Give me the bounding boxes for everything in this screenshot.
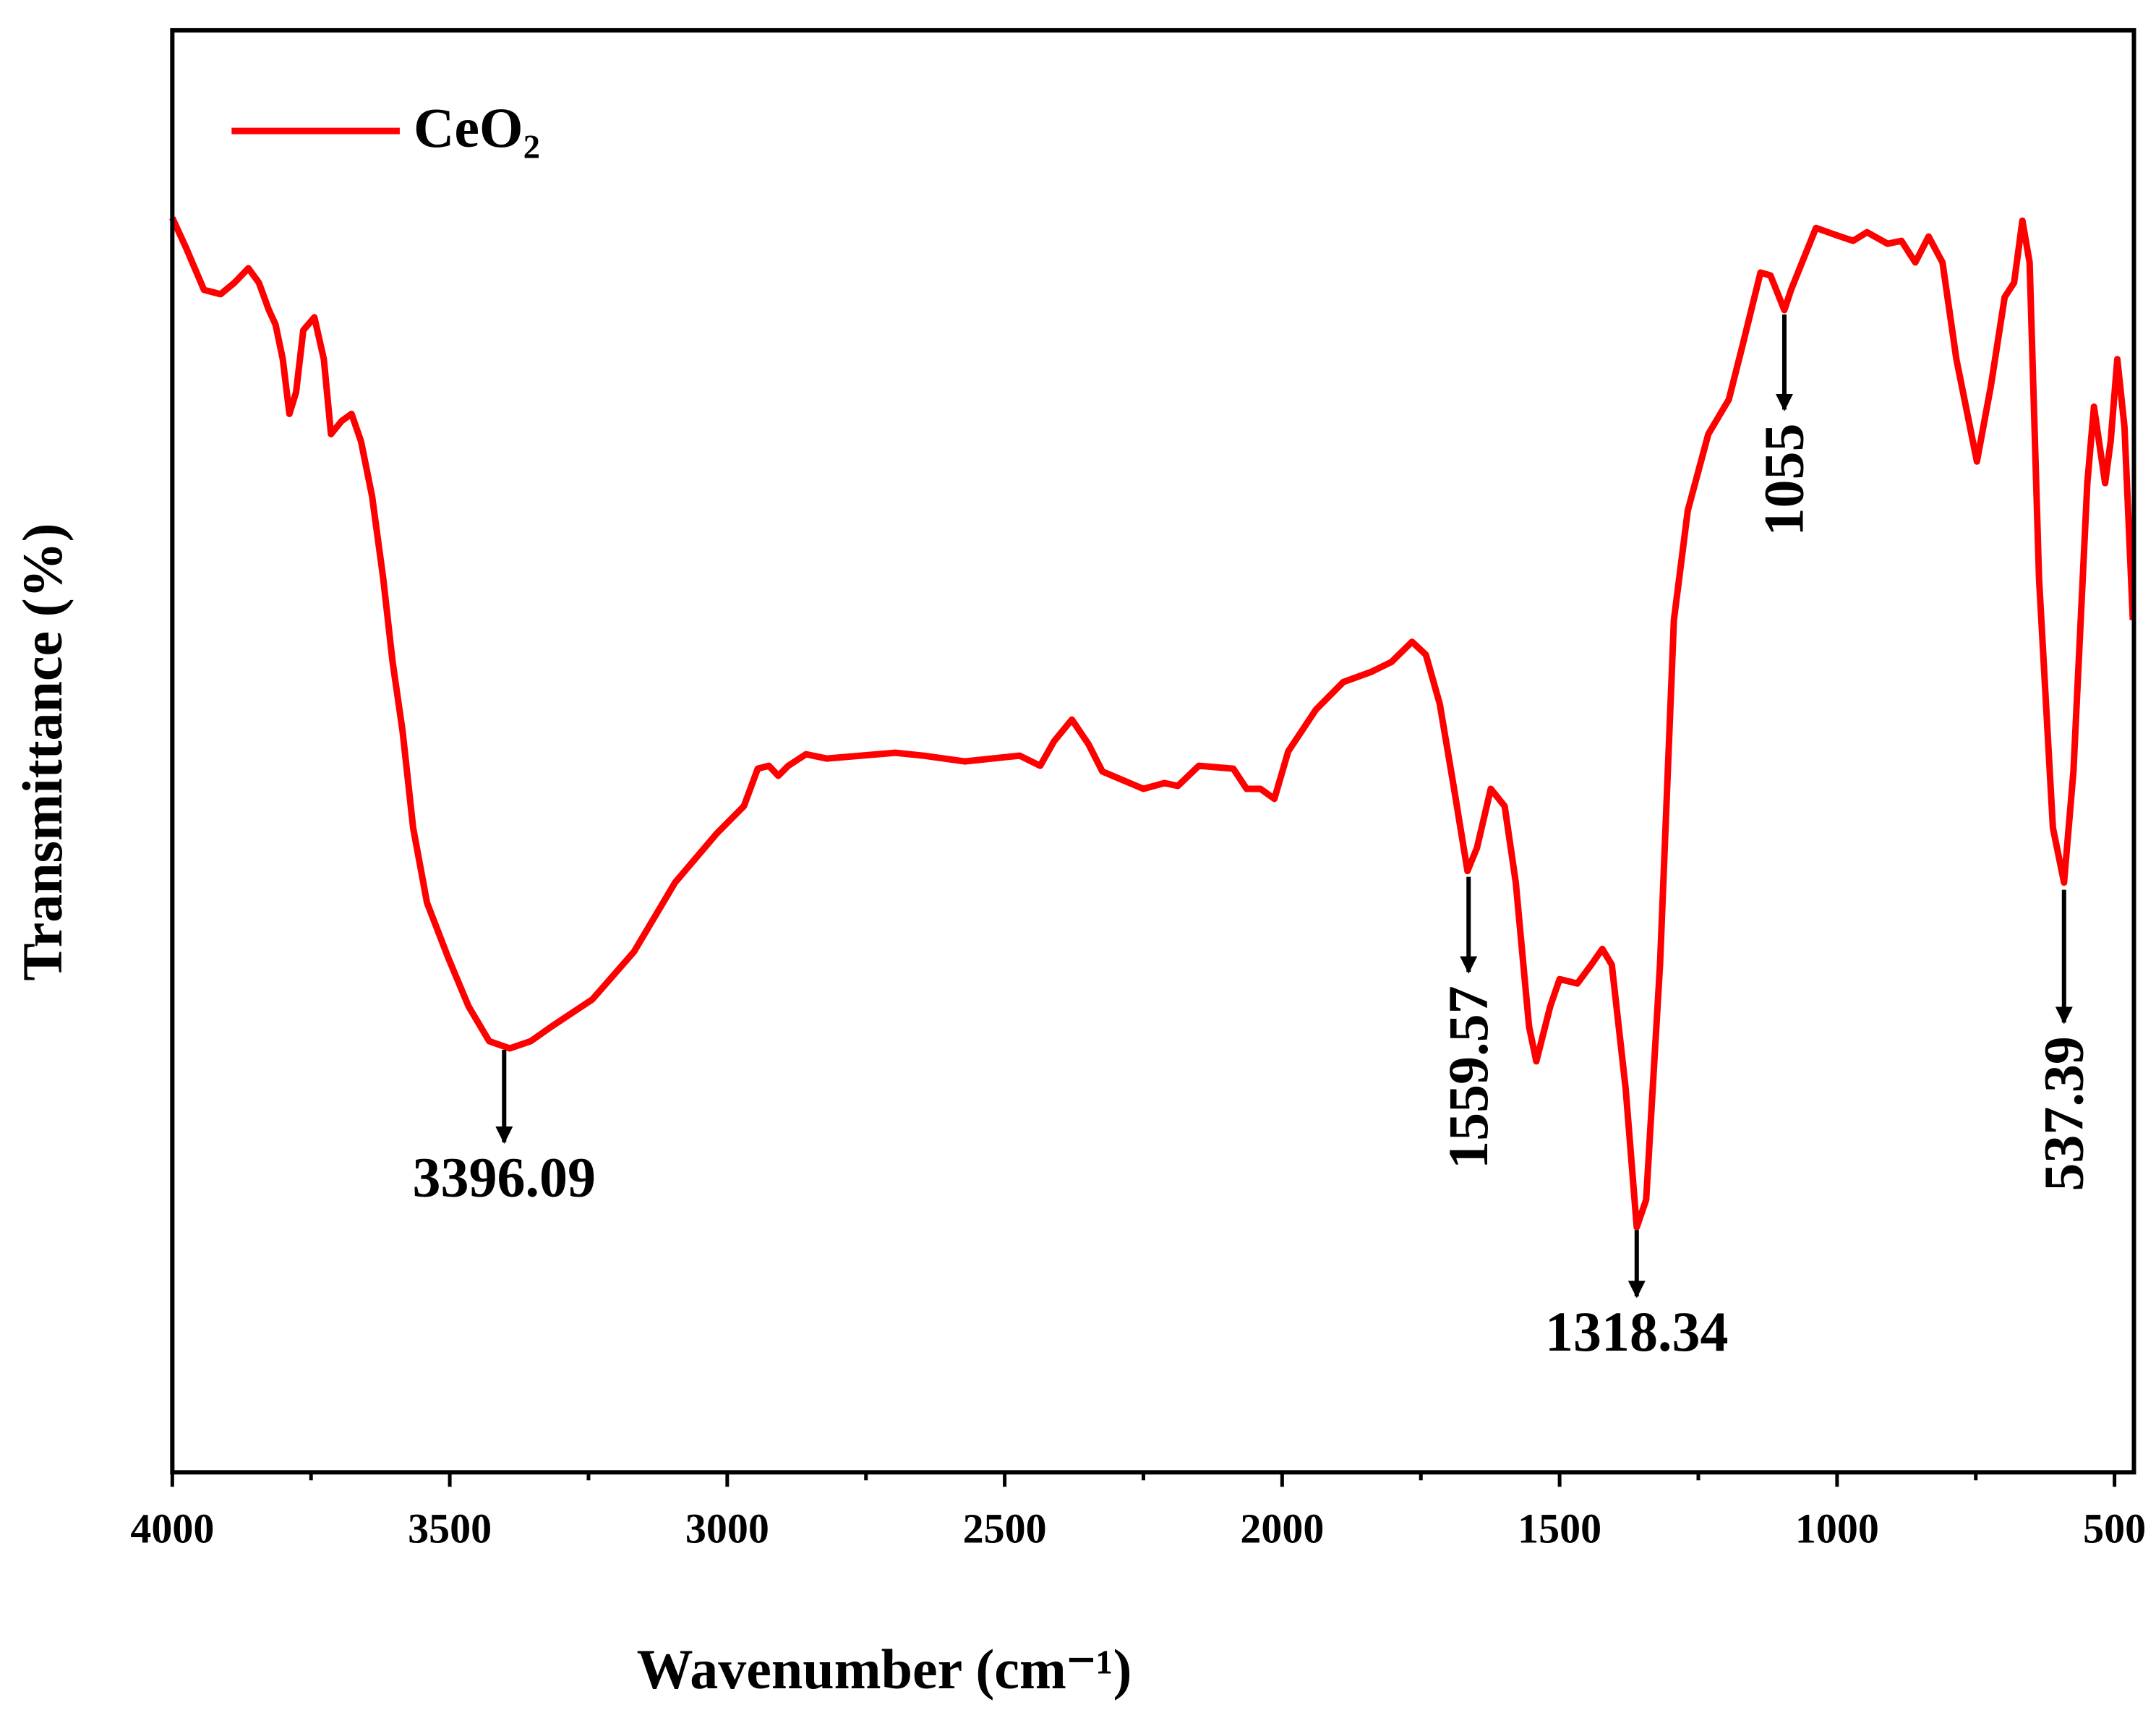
x-tick-label: 3000 xyxy=(685,1505,769,1552)
annotation-label: 1318.34 xyxy=(1545,1300,1729,1363)
x-tick-label: 2000 xyxy=(1240,1505,1324,1552)
plot-frame xyxy=(170,27,2136,1475)
x-tick-label: 500 xyxy=(2083,1505,2146,1552)
x-tick-label: 4000 xyxy=(130,1505,214,1552)
legend-label: CeO₂ xyxy=(414,96,540,159)
spectrum-line xyxy=(169,216,2136,1231)
x-tick-label: 1500 xyxy=(1518,1505,1601,1552)
y-axis-title: Transmittance (%) xyxy=(11,523,74,980)
x-tick-label: 1000 xyxy=(1795,1505,1879,1552)
annotation-label: 1055 xyxy=(1752,424,1815,536)
x-tick-label: 3500 xyxy=(408,1505,492,1552)
annotation-label: 3396.09 xyxy=(413,1146,596,1209)
annotation-label: 537.39 xyxy=(2032,1036,2095,1192)
annotation-label: 1559.57 xyxy=(1437,986,1500,1169)
x-axis-title: Wavenumber (cm⁻¹) xyxy=(637,1638,1132,1701)
x-tick-label: 2500 xyxy=(963,1505,1047,1552)
